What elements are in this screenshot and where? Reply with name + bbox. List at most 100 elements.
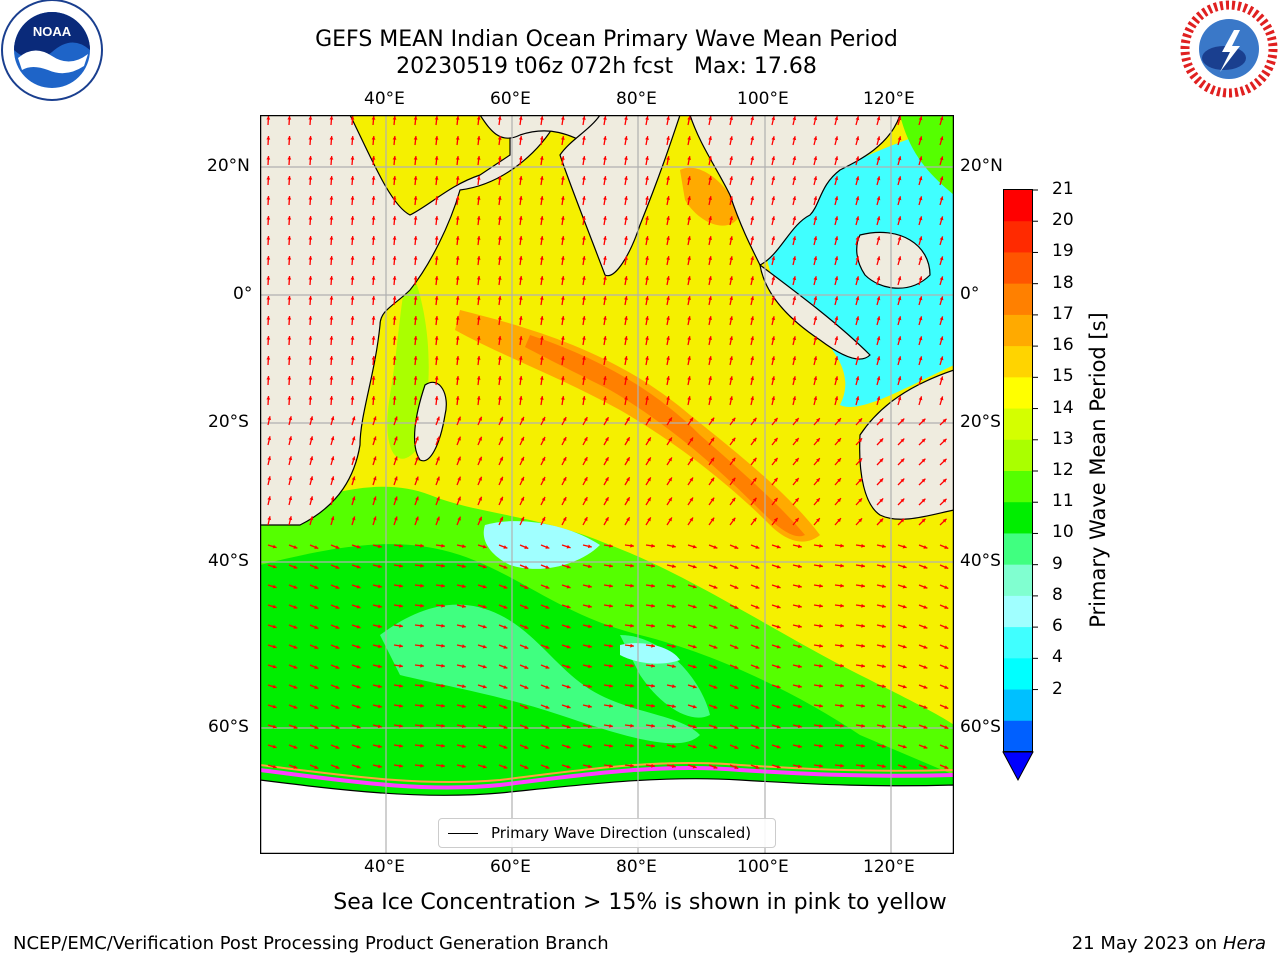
wave-arrow-head: [603, 196, 607, 200]
wave-arrow-head: [497, 116, 502, 120]
wave-arrow-head: [671, 704, 676, 709]
wave-arrow-head: [921, 438, 926, 443]
wave-arrow-head: [293, 625, 298, 629]
wave-arrow-head: [752, 437, 757, 442]
wave-arrow-head: [689, 497, 694, 502]
wave-arrow-head: [752, 417, 757, 422]
wave-arrow-head: [287, 376, 292, 380]
wave-arrow-head: [752, 477, 757, 482]
wave-arrow-head: [921, 478, 926, 483]
wave-arrow-head: [792, 116, 797, 121]
wave-arrow-head: [350, 176, 355, 180]
credit-date-text: 21 May 2023 on: [1071, 933, 1218, 954]
wave-arrow-head: [461, 544, 466, 549]
wave-arrow-head: [630, 583, 634, 588]
wave-arrow-head: [457, 456, 461, 461]
wave-arrow-head: [923, 625, 928, 629]
wave-arrow-head: [420, 683, 424, 688]
wave-arrow-head: [266, 356, 271, 360]
wave-arrow-head: [687, 216, 691, 221]
wave-arrow-head: [731, 497, 736, 502]
wave-arrow-head: [713, 745, 718, 749]
wave-arrow-head: [734, 585, 739, 589]
colorbar-tick-label: 11: [1052, 491, 1074, 512]
wave-arrow-head: [562, 477, 567, 482]
wave-arrow-head: [840, 683, 844, 688]
wave-arrow-head: [879, 458, 884, 463]
wave-arrow-head: [902, 584, 907, 589]
wave-arrow-head: [626, 477, 630, 482]
wave-arrow-head: [776, 724, 781, 729]
wave-arrow-head: [876, 396, 881, 401]
wave-arrow-head: [524, 745, 529, 749]
wave-arrow-head: [666, 236, 670, 240]
wave-arrow-head: [272, 604, 277, 609]
wave-arrow-head: [272, 744, 277, 749]
wave-arrow-head: [944, 725, 949, 729]
colorbar-label: Primary Wave Mean Period [s]: [1086, 312, 1110, 628]
wave-arrow-head: [350, 396, 355, 400]
wave-arrow-head: [729, 156, 734, 161]
wave-arrow-head: [813, 336, 818, 341]
wave-arrow-head: [840, 563, 844, 568]
wave-arrow-head: [329, 136, 334, 140]
wave-arrow-head: [713, 585, 718, 589]
wave-arrow-head: [503, 725, 508, 729]
wave-arrow-head: [897, 336, 902, 341]
wave-arrow-head: [560, 316, 565, 320]
wave-arrow-head: [377, 624, 382, 629]
wave-arrow-head: [518, 296, 523, 300]
wave-arrow-head: [902, 644, 907, 649]
wave-arrow-head: [692, 764, 697, 769]
wave-arrow-head: [861, 603, 865, 608]
wave-arrow-head: [392, 136, 397, 140]
wave-arrow-head: [603, 176, 607, 180]
wave-arrow-head: [834, 116, 839, 121]
wave-arrow-head: [792, 236, 797, 241]
wave-arrow-head: [356, 664, 361, 669]
wave-arrow-head: [371, 276, 376, 280]
wave-arrow-head: [671, 724, 676, 729]
wave-arrow-head: [482, 644, 487, 649]
wave-arrow-head: [482, 564, 487, 569]
lon-label-bottom-100e: 100°E: [737, 857, 789, 877]
wave-arrow-head: [476, 376, 481, 380]
wave-arrow-head: [624, 236, 628, 240]
wave-arrow-head: [603, 216, 607, 220]
wave-arrow-head: [692, 704, 697, 709]
wave-arrow-head: [461, 664, 466, 669]
wave-arrow-head: [902, 684, 907, 689]
wave-arrow-head: [434, 336, 439, 340]
wave-arrow-head: [773, 437, 778, 442]
wave-arrow-head: [750, 196, 755, 201]
wave-arrow-head: [441, 543, 445, 548]
wave-arrow-head: [692, 664, 697, 669]
lat-label-left-0: 0°: [233, 284, 253, 304]
wave-arrow-head: [603, 296, 607, 300]
wave-arrow-head: [713, 545, 718, 549]
wave-arrow-head: [918, 256, 923, 261]
wave-arrow-head: [503, 685, 508, 689]
wave-arrow-head: [335, 705, 340, 709]
wave-arrow-head: [288, 456, 293, 461]
wave-arrow-head: [293, 585, 298, 589]
noaa-logo-text: NOAA: [33, 24, 72, 39]
wave-arrow-head: [797, 584, 802, 589]
wave-arrow-head: [861, 543, 865, 548]
wave-arrow-head: [671, 604, 676, 609]
sea-ice-edge: [260, 765, 954, 790]
wave-arrow-head: [272, 584, 277, 589]
wave-arrow-head: [666, 156, 670, 160]
wave-arrow-head: [902, 744, 907, 749]
wave-arrow-head: [605, 477, 609, 482]
wave-arrow-head: [666, 356, 670, 360]
wave-arrow-head: [840, 603, 844, 608]
wave-arrow-head: [287, 316, 292, 320]
wave-arrow-head: [455, 216, 460, 220]
wave-arrow-head: [539, 196, 544, 200]
wave-arrow-head: [566, 764, 571, 769]
wave-arrow-head: [624, 176, 628, 180]
wave-arrow-head: [750, 376, 755, 381]
wave-arrow-head: [861, 683, 865, 688]
wave-arrow-head: [272, 644, 277, 649]
